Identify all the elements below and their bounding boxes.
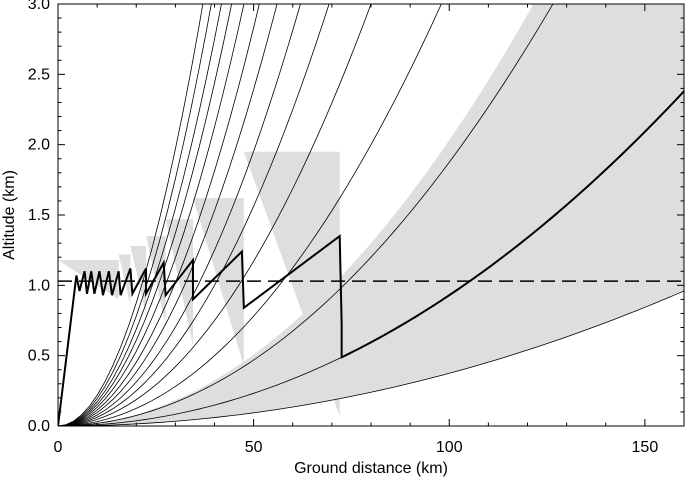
- ray-line: [58, 4, 442, 426]
- shaded-band: [58, 4, 684, 426]
- plot-area: [58, 4, 684, 426]
- ray-line: [58, 4, 245, 426]
- x-tick-label: 100: [436, 439, 463, 456]
- gray-wedge: [130, 245, 147, 314]
- x-axis-title: Ground distance (km): [294, 460, 448, 477]
- x-tick-label: 0: [54, 439, 63, 456]
- y-tick-label: 3.0: [28, 0, 50, 13]
- y-tick-label: 1.0: [28, 277, 50, 294]
- ray-line: [58, 4, 233, 426]
- shaded-band-layer: [58, 4, 684, 426]
- sawtooth-layer: [58, 90, 684, 426]
- x-tick-label: 50: [245, 439, 263, 456]
- y-tick-label: 1.5: [28, 207, 50, 224]
- y-tick-label: 0.0: [28, 418, 50, 435]
- ray-line: [58, 4, 222, 426]
- ray-line: [58, 4, 212, 426]
- ray-line: [58, 4, 554, 426]
- y-tick-label: 2.5: [28, 66, 50, 83]
- x-tick-label: 150: [632, 439, 659, 456]
- gray-wedge: [165, 219, 193, 346]
- ray-line: [58, 4, 330, 426]
- y-tick-label: 2.0: [28, 137, 50, 154]
- ray-line: [58, 4, 278, 426]
- ray-line: [58, 290, 684, 426]
- sawtooth-path: [58, 90, 684, 426]
- y-tick-label: 0.5: [28, 348, 50, 365]
- gray-wedge: [118, 254, 131, 306]
- tick-layer: 0 50 100 150 0.0 0.5 1.0 1.5 2.0 2.5 3.0: [28, 0, 684, 456]
- ray-line: [58, 4, 301, 426]
- ray-line: [58, 4, 204, 426]
- gray-wedge: [58, 260, 119, 300]
- ray-line: [58, 4, 372, 426]
- y-axis-title: Altitude (km): [1, 170, 18, 260]
- gray-wedge: [243, 151, 340, 417]
- ray-line: [58, 4, 260, 426]
